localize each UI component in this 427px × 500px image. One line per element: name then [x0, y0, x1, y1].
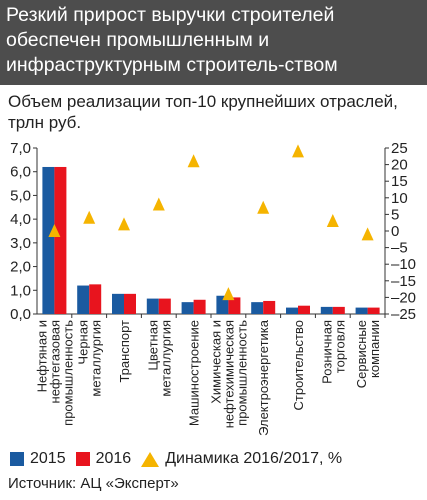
- dynamics-marker: [187, 154, 200, 168]
- bar-2015: [355, 307, 368, 314]
- x-tick-label-line: Сервисные: [354, 320, 369, 388]
- y2-tick-label: 10: [391, 190, 408, 207]
- dynamics-marker: [326, 214, 339, 228]
- x-tick-label-line: Электроэнергетика: [256, 319, 271, 436]
- bar-2016: [89, 284, 102, 314]
- x-tick-label-line: Розничная: [319, 320, 334, 384]
- legend-item-2016: 2016: [75, 450, 132, 468]
- bar-2015: [251, 302, 264, 314]
- x-tick-label-line: торговля: [332, 320, 347, 373]
- x-tick-label-line: промышленность: [234, 320, 249, 426]
- y-tick-label: 3,0: [10, 235, 31, 252]
- x-tick-label-line: металлургия: [89, 320, 104, 397]
- y-tick-label: 6,0: [10, 164, 31, 181]
- dynamics-marker: [257, 200, 270, 214]
- x-tick-label: Строительство: [291, 320, 306, 410]
- chart-canvas: 0,01,02,03,04,05,06,07,0 2520151050–5–10–…: [10, 140, 416, 436]
- bar-2015: [286, 307, 298, 314]
- x-tick-label: Розничнаяторговля: [319, 320, 347, 384]
- legend-label-dynamics: Динамика 2016/2017, %: [165, 450, 343, 467]
- dynamics-marker: [83, 210, 96, 224]
- y-tick-label: 0,0: [10, 306, 31, 323]
- y2-tick-label: 15: [391, 173, 408, 190]
- dynamics-marker: [361, 227, 374, 241]
- x-tick-label: Сервисныекомпании: [354, 320, 382, 388]
- bar-2016: [298, 305, 310, 314]
- bar-2016: [158, 298, 171, 314]
- bar-2015: [320, 306, 333, 314]
- y2-tick-label: 20: [391, 157, 408, 174]
- bar-2015: [42, 166, 55, 314]
- x-tick-label: Транспорт: [117, 320, 132, 383]
- bar-2016: [124, 293, 136, 314]
- dynamics-marker: [292, 144, 304, 158]
- y2-tick-label: –5: [391, 240, 408, 257]
- bar-2015: [77, 285, 90, 314]
- x-tick-label-line: компании: [367, 320, 382, 378]
- dynamics-marker: [118, 217, 130, 231]
- dynamics-marker: [222, 287, 235, 301]
- bar-2016: [263, 300, 276, 314]
- x-tick-label-line: металлургия: [158, 320, 173, 397]
- x-tick-label-line: Машиностроение: [187, 320, 202, 426]
- x-tick-label-line: промышленность: [60, 320, 75, 426]
- legend-label-2016: 2016: [95, 450, 132, 467]
- y2-tick-label: 5: [391, 206, 399, 223]
- x-tick-label: Нефтяная инефтегазоваяпромышленность: [34, 320, 75, 426]
- dynamics-marker: [48, 224, 61, 237]
- dynamics-marker: [152, 197, 165, 211]
- bar-2016: [367, 307, 380, 314]
- x-tick-label-line: Черная: [76, 320, 91, 365]
- bar-2016: [54, 166, 67, 314]
- y-tick-label: 5,0: [10, 187, 31, 204]
- bar-2016: [193, 299, 206, 314]
- legend-label-2015: 2015: [30, 450, 66, 467]
- legend-item-dynamics: Динамика 2016/2017, %: [141, 450, 342, 468]
- bar-2016: [332, 306, 345, 314]
- bar-2015: [216, 295, 229, 314]
- bar-2015: [146, 298, 159, 314]
- x-tick-label: Машиностроение: [187, 320, 202, 426]
- y2-tick-label: –20: [391, 289, 416, 306]
- source-note: Источник: АЦ «Эксперт»: [8, 475, 179, 492]
- x-tick-label-line: Строительство: [291, 320, 306, 410]
- legend-swatch-2016: [75, 452, 90, 466]
- x-tick-label-line: нефтехимическая: [221, 320, 236, 428]
- bar-2015: [112, 293, 124, 314]
- y-tick-label: 4,0: [10, 211, 31, 228]
- x-tick-label-line: нефтегазовая: [47, 320, 62, 403]
- y-tick-label: 2,0: [10, 259, 31, 276]
- y2-tick-label: 0: [391, 223, 399, 240]
- y2-tick-label: –10: [391, 256, 416, 273]
- y-tick-label: 1,0: [10, 282, 31, 299]
- legend-swatch-2015: [10, 452, 24, 466]
- bar-2016: [228, 297, 241, 314]
- x-tick-label: Чернаяметаллургия: [76, 320, 104, 397]
- y2-tick-label: –25: [391, 306, 416, 323]
- chart-legend: 2015 2016 Динамика 2016/2017, %: [10, 450, 352, 468]
- x-tick-label: Цветнаяметаллургия: [145, 320, 173, 397]
- bar-2015: [181, 302, 194, 314]
- x-tick-label-line: Химическая и: [208, 320, 223, 404]
- x-tick-label: Электроэнергетика: [256, 319, 271, 436]
- y2-tick-label: 25: [391, 140, 408, 157]
- legend-triangle-icon: [141, 451, 160, 467]
- chart-title: Объем реализации топ-10 крупнейших отрас…: [8, 92, 398, 132]
- header-banner: Резкий прирост выручки строителей обеспе…: [0, 0, 427, 85]
- y2-tick-label: –15: [391, 273, 416, 290]
- x-tick-label: Химическая инефтехимическаяпромышленност…: [208, 320, 249, 429]
- x-tick-label-line: Нефтяная и: [34, 320, 49, 392]
- x-tick-label-line: Транспорт: [117, 320, 132, 383]
- legend-item-2015: 2015: [10, 450, 66, 468]
- header-title: Резкий прирост выручки строителей обеспе…: [6, 4, 338, 76]
- y-tick-label: 7,0: [10, 140, 31, 157]
- x-tick-label-line: Цветная: [145, 320, 160, 371]
